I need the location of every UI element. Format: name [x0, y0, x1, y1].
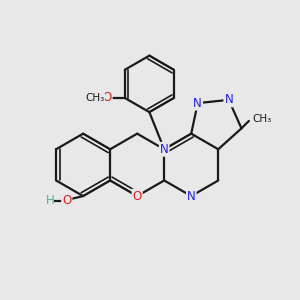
Text: N: N — [160, 143, 169, 156]
Text: O: O — [133, 190, 142, 202]
Text: H: H — [46, 194, 54, 207]
Text: O: O — [102, 92, 112, 104]
Text: O: O — [62, 194, 71, 207]
Text: N: N — [224, 93, 233, 106]
Text: CH₃: CH₃ — [253, 115, 272, 124]
Text: N: N — [187, 190, 196, 202]
Text: N: N — [193, 97, 202, 110]
Text: CH₃: CH₃ — [85, 93, 105, 103]
